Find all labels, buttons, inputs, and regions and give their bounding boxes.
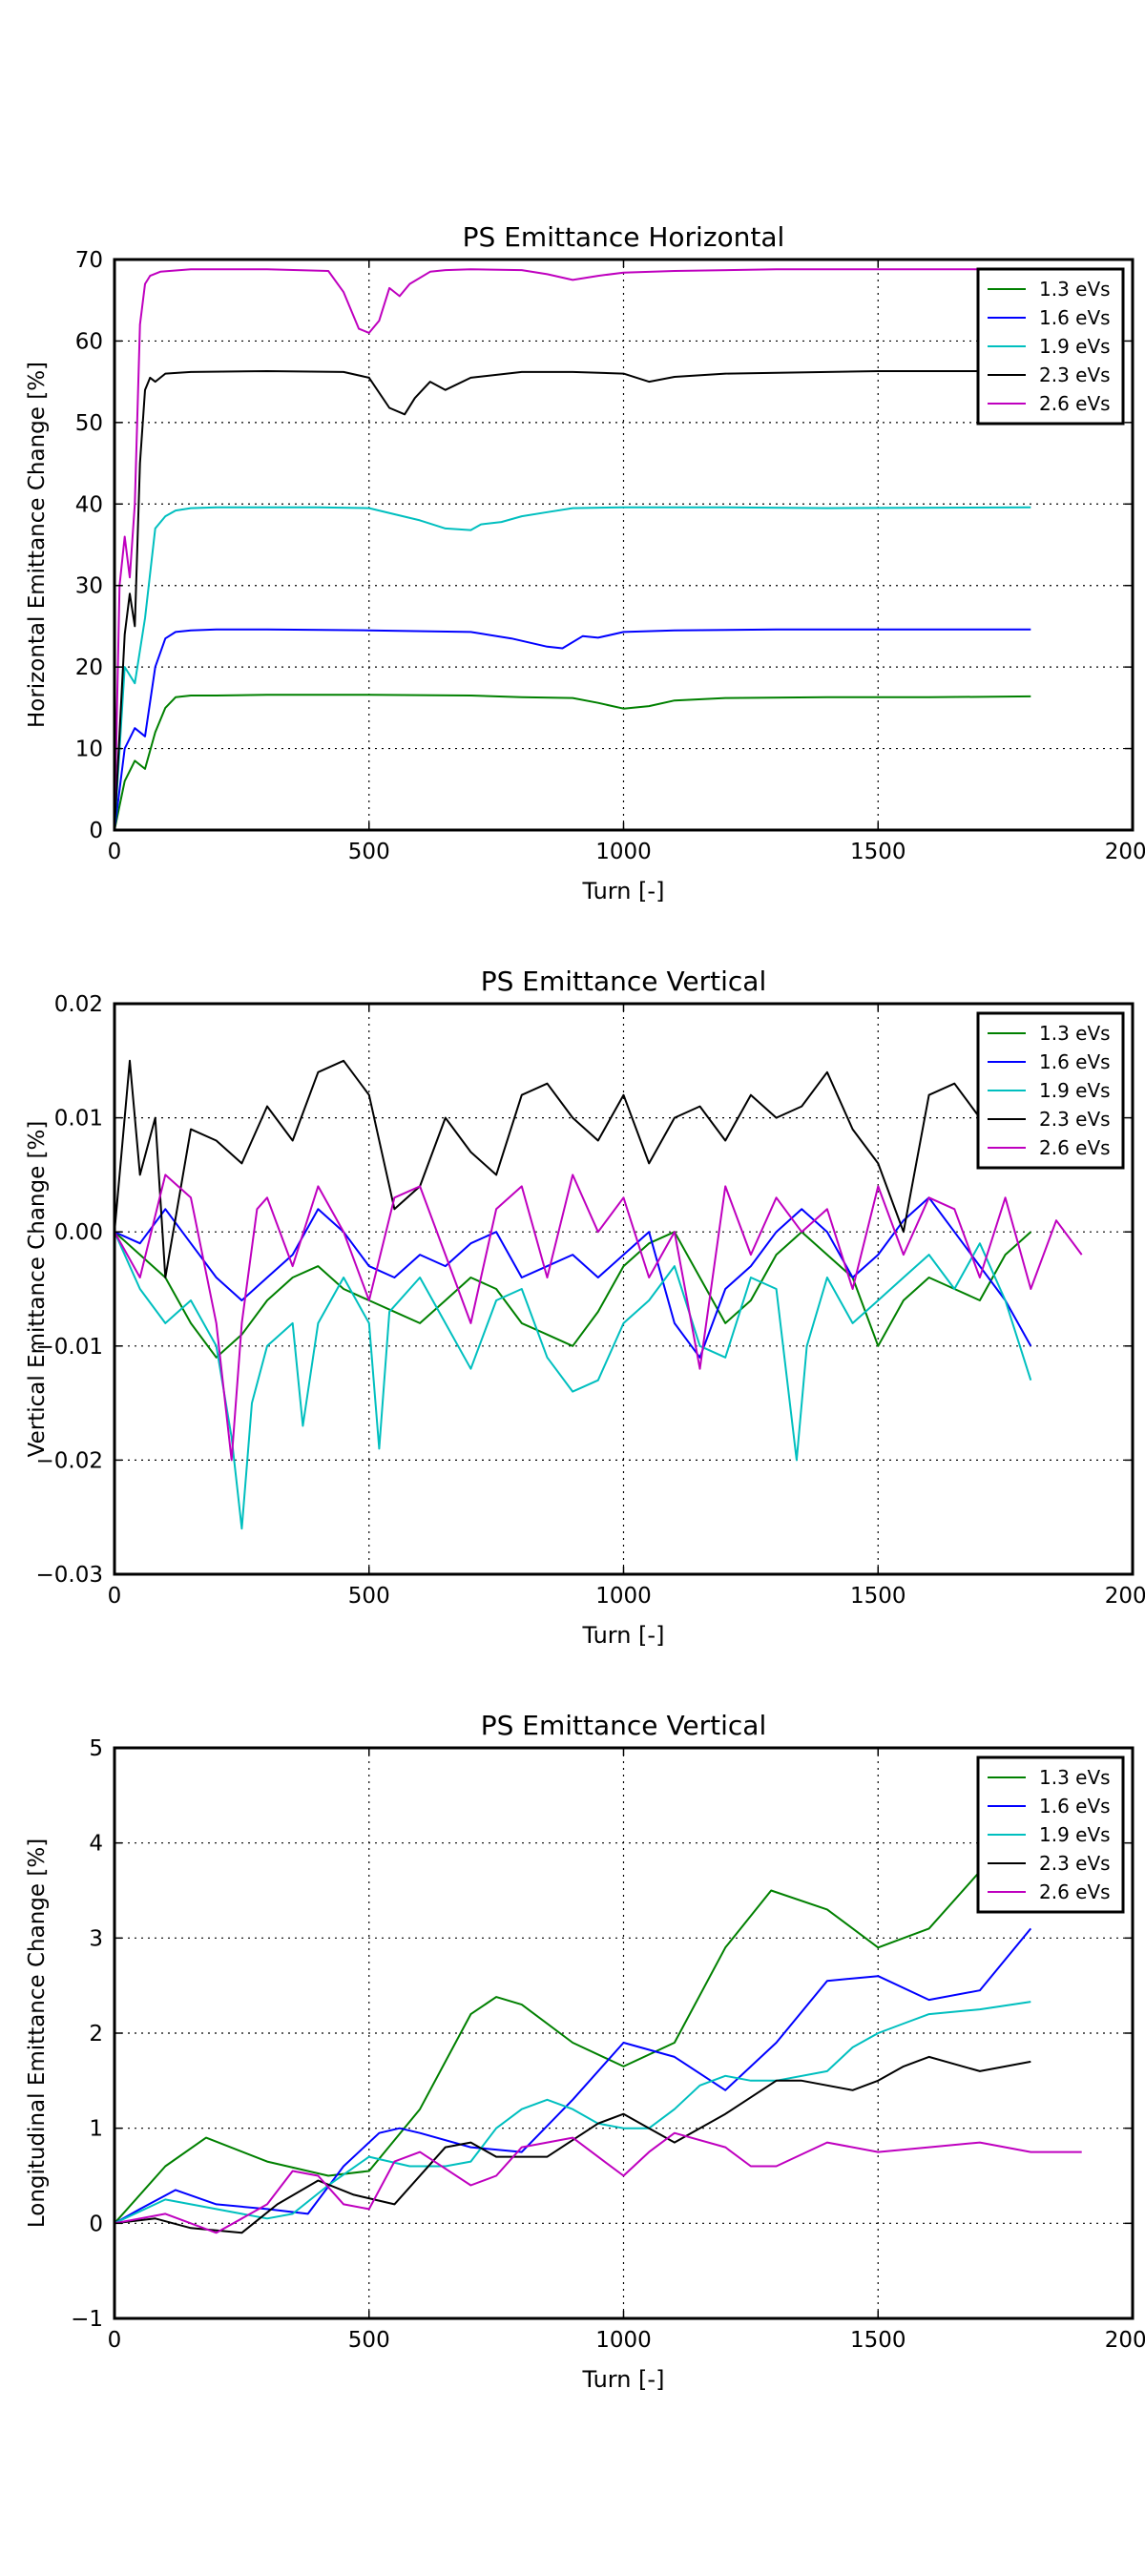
series-line-1-3-eVs — [114, 1231, 1031, 1359]
legend-label: 1.6 eVs — [1039, 1050, 1111, 1073]
legend-label: 1.6 eVs — [1039, 1795, 1111, 1818]
y-tick-label: 10 — [75, 737, 103, 762]
x-tick-label: 1500 — [850, 2328, 906, 2353]
x-tick-label: 1000 — [595, 2328, 652, 2353]
series-group — [114, 268, 1031, 830]
y-tick-label: 40 — [75, 492, 103, 517]
y-tick-label: 50 — [75, 411, 103, 436]
series-line-2-3-eVs — [114, 370, 1031, 830]
legend-label: 1.9 eVs — [1039, 1823, 1111, 1846]
y-tick-label: 0.02 — [54, 992, 103, 1017]
x-tick-label: 500 — [348, 2328, 390, 2353]
legend-label: 2.6 eVs — [1039, 1136, 1111, 1159]
y-tick-label: 70 — [75, 248, 103, 273]
y-tick-label: 0.01 — [54, 1107, 103, 1132]
y-tick-label: 3 — [89, 1926, 103, 1951]
series-line-2-6-eVs — [114, 1174, 1083, 1462]
series-line-1-6-eVs — [114, 628, 1031, 830]
series-line-1-9-eVs — [114, 2001, 1031, 2225]
y-tick-label: −0.03 — [36, 1563, 103, 1588]
series-line-1-9-eVs — [114, 1231, 1032, 1530]
series-line-2-6-eVs — [114, 268, 1031, 830]
y-axis-label: Vertical Emittance Change [%] — [25, 1121, 50, 1458]
legend: 1.3 eVs 1.6 eVs 1.9 eVs 2.3 eVs 2.6 eVs — [976, 267, 1125, 426]
y-tick-label: 2 — [89, 2022, 103, 2046]
y-tick-label: 20 — [75, 655, 103, 680]
y-tick-label: −0.02 — [36, 1448, 103, 1473]
y-tick-label: 0.00 — [54, 1220, 103, 1245]
legend-label: 1.9 eVs — [1039, 1079, 1111, 1102]
series-group — [114, 1822, 1082, 2234]
x-axis-label: Turn [-] — [582, 2366, 665, 2393]
x-tick-label: 0 — [108, 2328, 122, 2353]
series-line-1-6-eVs — [114, 1196, 1032, 1359]
x-tick-label: 0 — [108, 1584, 122, 1609]
y-tick-label: −1 — [71, 2307, 103, 2332]
legend-label: 1.9 eVs — [1039, 335, 1111, 358]
legend-label: 2.6 eVs — [1039, 1880, 1111, 1903]
chart-title: PS Emittance Horizontal — [463, 221, 785, 253]
x-axis-label: Turn [-] — [582, 878, 665, 904]
y-axis-label: Horizontal Emittance Change [%] — [25, 362, 50, 728]
series-line-2-6-eVs — [114, 2131, 1082, 2234]
y-tick-label: 5 — [89, 1736, 103, 1761]
x-axis-label: Turn [-] — [582, 1622, 665, 1649]
legend-label: 2.3 eVs — [1039, 1108, 1111, 1131]
legend-label: 1.3 eVs — [1039, 278, 1111, 301]
x-tick-label: 500 — [348, 840, 390, 864]
legend: 1.3 eVs 1.6 eVs 1.9 eVs 2.3 eVs 2.6 eVs — [976, 1755, 1125, 1914]
legend: 1.3 eVs 1.6 eVs 1.9 eVs 2.3 eVs 2.6 eVs — [976, 1011, 1125, 1170]
legend-label: 1.6 eVs — [1039, 306, 1111, 329]
series-line-2-3-eVs — [114, 2055, 1031, 2234]
legend-label: 1.3 eVs — [1039, 1022, 1111, 1045]
series-line-1-9-eVs — [114, 506, 1031, 830]
x-tick-label: 1500 — [850, 1584, 906, 1609]
y-tick-label: 0 — [89, 819, 103, 843]
series-line-1-6-eVs — [114, 1927, 1032, 2225]
legend-label: 1.3 eVs — [1039, 1766, 1111, 1789]
series-group — [114, 1059, 1083, 1530]
x-tick-label: 500 — [348, 1584, 390, 1609]
y-axis-label: Longitudinal Emittance Change [%] — [25, 1839, 50, 2228]
y-tick-label: 4 — [89, 1832, 103, 1857]
series-line-1-3-eVs — [114, 1822, 1031, 2224]
x-tick-label: 0 — [108, 840, 122, 864]
y-tick-label: 60 — [75, 329, 103, 354]
y-tick-label: −0.01 — [36, 1335, 103, 1360]
x-tick-label: 1500 — [850, 840, 906, 864]
legend-label: 2.6 eVs — [1039, 392, 1111, 415]
x-tick-label: 1000 — [595, 840, 652, 864]
x-tick-label: 1000 — [595, 1584, 652, 1609]
y-tick-label: 1 — [89, 2117, 103, 2142]
series-line-2-3-eVs — [114, 1059, 1032, 1278]
legend-label: 2.3 eVs — [1039, 364, 1111, 386]
chart-title: PS Emittance Vertical — [481, 966, 767, 997]
legend-label: 2.3 eVs — [1039, 1852, 1111, 1875]
y-tick-label: 0 — [89, 2212, 103, 2236]
series-line-1-3-eVs — [114, 694, 1031, 830]
chart-title: PS Emittance Vertical — [481, 1710, 767, 1741]
y-tick-label: 30 — [75, 574, 103, 599]
